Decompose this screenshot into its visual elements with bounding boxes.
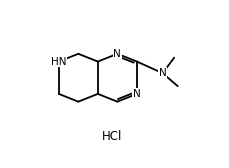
Text: N: N — [159, 68, 166, 78]
Text: N: N — [114, 49, 121, 59]
Text: N: N — [133, 89, 141, 99]
Text: HN: HN — [51, 57, 67, 67]
Text: HCl: HCl — [102, 130, 122, 143]
